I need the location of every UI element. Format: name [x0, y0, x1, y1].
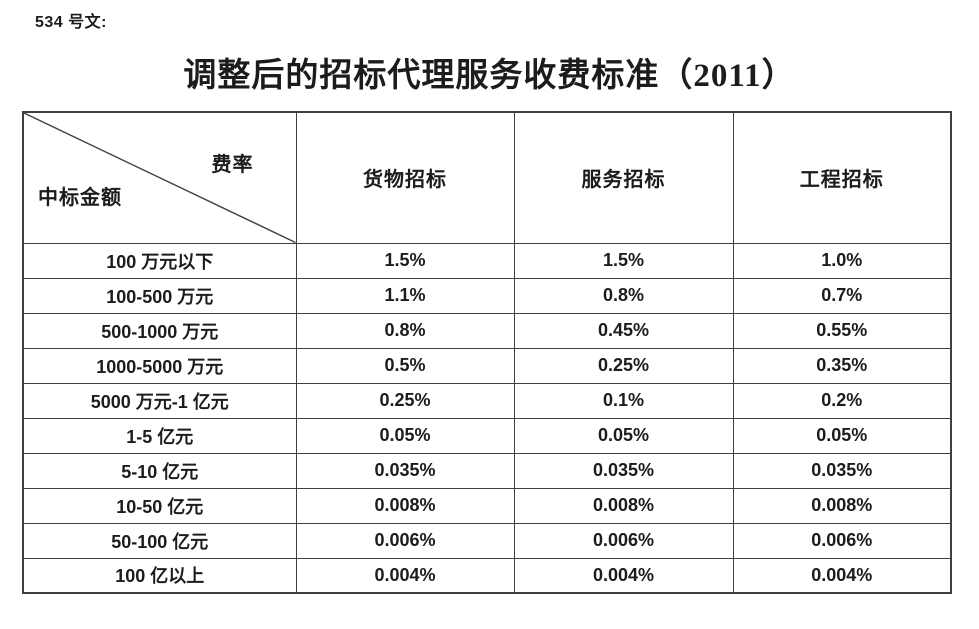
table-row: 1000-5000 万元 0.5% 0.25% 0.35% — [22, 347, 952, 384]
table-row: 5000 万元-1 亿元 0.25% 0.1% 0.2% — [22, 382, 952, 419]
table-row: 100 万元以下 1.5% 1.5% 1.0% — [22, 242, 952, 279]
rate-cell: 0.035% — [295, 452, 515, 489]
rate-cell: 0.25% — [513, 347, 734, 384]
table-row: 5-10 亿元 0.035% 0.035% 0.035% — [22, 452, 952, 489]
diagonal-divider-line — [24, 113, 296, 243]
rate-cell: 1.0% — [732, 242, 952, 279]
table-row: 50-100 亿元 0.006% 0.006% 0.006% — [22, 522, 952, 559]
table-row: 100 亿以上 0.004% 0.004% 0.004% — [22, 557, 952, 594]
amount-cell: 50-100 亿元 — [22, 522, 297, 559]
rate-cell: 0.55% — [732, 312, 952, 349]
rate-cell: 0.004% — [513, 557, 734, 594]
rate-cell: 0.008% — [513, 487, 734, 524]
column-header-service: 服务招标 — [513, 111, 734, 244]
rate-cell: 1.5% — [295, 242, 515, 279]
column-header-engineering: 工程招标 — [732, 111, 952, 244]
rate-cell: 0.006% — [513, 522, 734, 559]
fee-rate-table: 费率 中标金额 货物招标 服务招标 工程招标 100 万元以下 1.5% 1.5… — [22, 111, 952, 594]
rate-cell: 0.45% — [513, 312, 734, 349]
rate-cell: 0.2% — [732, 382, 952, 419]
rate-cell: 0.035% — [732, 452, 952, 489]
rate-cell: 0.25% — [295, 382, 515, 419]
rate-cell: 0.05% — [295, 417, 515, 454]
rate-cell: 0.1% — [513, 382, 734, 419]
amount-cell: 1000-5000 万元 — [22, 347, 297, 384]
rate-cell: 0.35% — [732, 347, 952, 384]
rate-cell: 1.1% — [295, 277, 515, 314]
rate-cell: 0.004% — [295, 557, 515, 594]
rate-cell: 0.035% — [513, 452, 734, 489]
rate-cell: 0.004% — [732, 557, 952, 594]
rate-cell: 1.5% — [513, 242, 734, 279]
table-row: 100-500 万元 1.1% 0.8% 0.7% — [22, 277, 952, 314]
table-row: 1-5 亿元 0.05% 0.05% 0.05% — [22, 417, 952, 454]
table-row: 500-1000 万元 0.8% 0.45% 0.55% — [22, 312, 952, 349]
rate-cell: 0.008% — [732, 487, 952, 524]
rate-cell: 0.5% — [295, 347, 515, 384]
page-title: 调整后的招标代理服务收费标准（2011） — [183, 58, 796, 94]
amount-cell: 5000 万元-1 亿元 — [22, 382, 297, 419]
amount-cell: 100 亿以上 — [22, 557, 297, 594]
rate-cell: 0.05% — [732, 417, 952, 454]
amount-cell: 500-1000 万元 — [22, 312, 297, 349]
amount-axis-label: 中标金额 — [38, 186, 122, 209]
corner-header-cell: 费率 中标金额 — [22, 111, 297, 244]
table-body: 100 万元以下 1.5% 1.5% 1.0% 100-500 万元 1.1% … — [22, 242, 952, 594]
column-header-goods: 货物招标 — [295, 111, 515, 244]
rate-cell: 0.006% — [732, 522, 952, 559]
amount-cell: 5-10 亿元 — [22, 452, 297, 489]
amount-cell: 100 万元以下 — [22, 242, 297, 279]
table-header: 费率 中标金额 货物招标 服务招标 工程招标 — [22, 111, 952, 244]
rate-axis-label: 费率 — [211, 154, 254, 176]
header-row: 费率 中标金额 货物招标 服务招标 工程招标 — [22, 111, 952, 244]
doc-number-label: 534 号文: — [35, 14, 107, 31]
rate-cell: 0.7% — [732, 277, 952, 314]
rate-cell: 0.006% — [295, 522, 515, 559]
amount-cell: 100-500 万元 — [22, 277, 297, 314]
rate-cell: 0.8% — [295, 312, 515, 349]
amount-cell: 1-5 亿元 — [22, 417, 297, 454]
rate-cell: 0.008% — [295, 487, 515, 524]
rate-cell: 0.8% — [513, 277, 734, 314]
rate-cell: 0.05% — [513, 417, 734, 454]
table-row: 10-50 亿元 0.008% 0.008% 0.008% — [22, 487, 952, 524]
amount-cell: 10-50 亿元 — [22, 487, 297, 524]
